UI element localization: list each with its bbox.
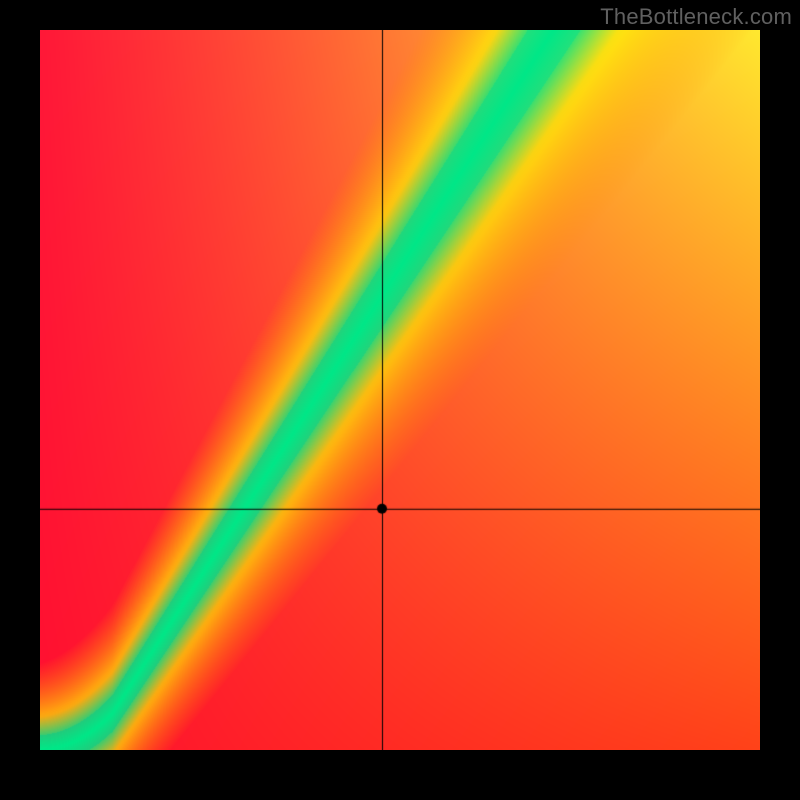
heatmap-plot xyxy=(40,30,760,750)
watermark: TheBottleneck.com xyxy=(600,4,792,30)
heatmap-canvas xyxy=(40,30,760,750)
